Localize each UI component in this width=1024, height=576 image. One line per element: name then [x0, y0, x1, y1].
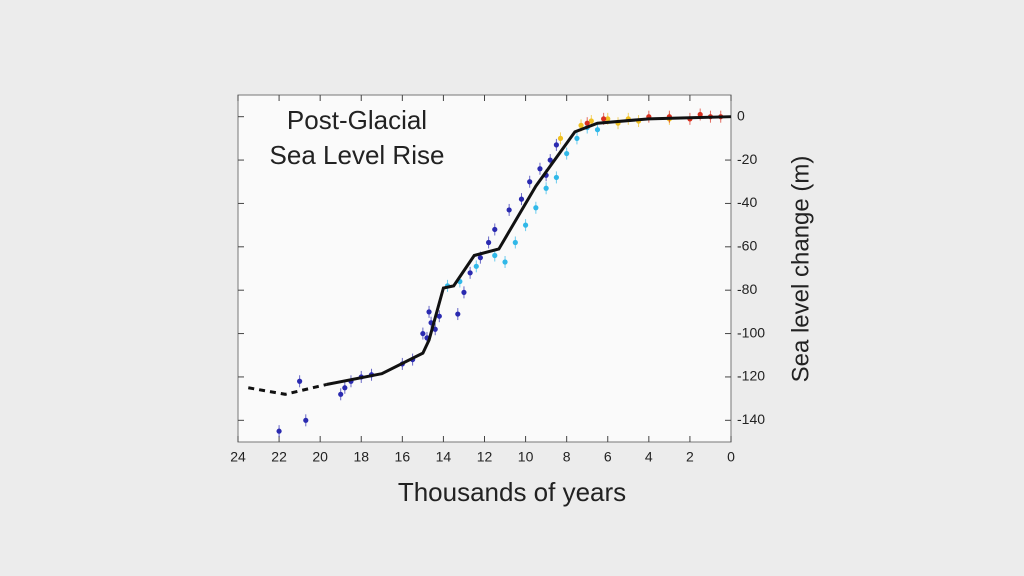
y-axis-label: Sea level change (m) [787, 156, 814, 383]
data-point [492, 226, 498, 233]
data-point [297, 378, 303, 384]
x-tick-label: 20 [312, 449, 328, 465]
data-point [502, 259, 508, 265]
data-point [518, 196, 525, 202]
y-tick-label: 0 [737, 107, 745, 123]
data-point [473, 263, 479, 269]
data-point [557, 135, 564, 141]
x-tick-label: 18 [353, 449, 369, 465]
data-point [342, 385, 348, 391]
y-tick-label: -120 [737, 368, 765, 384]
y-tick-label: -40 [737, 194, 757, 210]
data-point [584, 120, 590, 126]
y-tick-label: -140 [737, 411, 765, 427]
data-point [420, 330, 426, 337]
x-tick-label: 12 [477, 449, 493, 465]
data-point [436, 313, 442, 319]
x-tick-label: 4 [645, 449, 653, 465]
x-tick-label: 10 [518, 449, 534, 465]
data-point [578, 122, 584, 128]
fit-line [326, 115, 732, 387]
data-point [492, 252, 498, 259]
data-point [522, 222, 529, 228]
chart-title: Post-Glacial [287, 105, 427, 135]
y-tick-label: -100 [737, 324, 765, 340]
data-point [574, 135, 580, 141]
data-point [506, 207, 512, 213]
data-point [553, 174, 559, 181]
data-point [564, 150, 570, 157]
data-point [512, 239, 518, 246]
x-tick-label: 24 [230, 449, 246, 465]
data-point [303, 417, 309, 423]
data-point [553, 142, 559, 148]
data-point [601, 116, 607, 122]
data-point [605, 116, 611, 122]
data-point [588, 118, 594, 124]
data-point [543, 185, 549, 191]
x-tick-label: 0 [727, 449, 735, 465]
data-point [537, 166, 543, 172]
x-tick-label: 14 [436, 449, 452, 465]
data-point [594, 127, 601, 133]
data-point [455, 311, 461, 317]
data-point [461, 289, 467, 295]
data-point [533, 205, 539, 211]
x-tick-label: 22 [271, 449, 287, 465]
fit-line [248, 383, 327, 396]
x-axis-label: Thousands of years [398, 477, 626, 507]
y-tick-label: -60 [737, 238, 757, 254]
x-tick-label: 6 [604, 449, 612, 465]
y-tick-label: -20 [737, 151, 757, 167]
data-point [338, 391, 344, 397]
x-tick-label: 8 [563, 449, 571, 465]
data-point [547, 157, 553, 163]
x-tick-label: 2 [686, 449, 694, 465]
data-point [467, 270, 473, 276]
data-point [486, 239, 492, 246]
data-point [426, 309, 432, 315]
data-point [276, 428, 282, 434]
chart-title: Sea Level Rise [270, 140, 445, 170]
x-tick-label: 16 [395, 449, 411, 465]
data-point [477, 255, 483, 261]
data-point [527, 179, 533, 185]
data-point [697, 111, 703, 118]
plot-area [237, 94, 732, 443]
y-tick-label: -80 [737, 281, 757, 297]
